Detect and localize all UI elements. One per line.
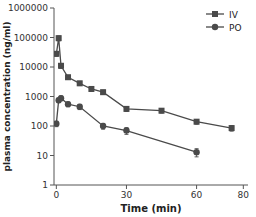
y-tick-label: 1 <box>42 180 48 190</box>
legend-item: IV <box>206 10 239 20</box>
y-tick <box>50 185 54 186</box>
legend-item: PO <box>206 23 242 33</box>
y-tick <box>50 126 54 127</box>
plot-area <box>54 35 235 157</box>
series <box>54 35 235 131</box>
marker <box>65 101 71 107</box>
y-tick <box>50 8 54 9</box>
error-bar <box>124 107 128 112</box>
marker <box>88 86 94 92</box>
y-axis-label: plasma concentration (ng/ml) <box>2 21 12 171</box>
marker <box>58 63 64 69</box>
error-bar <box>195 120 199 125</box>
marker <box>77 104 83 110</box>
marker <box>56 35 62 41</box>
legend-label: IV <box>229 10 239 20</box>
marker <box>123 127 129 133</box>
y-tick-label: 10 <box>37 151 49 161</box>
marker <box>159 108 165 114</box>
y-tick <box>50 67 54 68</box>
marker <box>193 149 199 155</box>
marker <box>194 119 200 125</box>
error-bar <box>59 64 63 69</box>
x-tick-label: 60 <box>191 190 203 200</box>
marker <box>54 51 59 57</box>
error-bar <box>230 126 234 132</box>
legend-label: PO <box>229 23 242 33</box>
line <box>56 98 196 152</box>
x-tick <box>243 185 244 189</box>
marker <box>100 123 106 129</box>
marker <box>58 95 64 101</box>
marker <box>65 74 71 80</box>
y-tick-label: 10000 <box>19 62 48 72</box>
legend-marker <box>212 11 218 17</box>
y-tick-label: 1000000 <box>8 3 48 13</box>
marker <box>229 125 235 131</box>
y-tick <box>50 96 54 97</box>
y-tick-label: 100000 <box>14 33 49 43</box>
x-axis-label: Time (min) <box>120 203 181 214</box>
x-tick-label: 80 <box>238 190 250 200</box>
x-tick <box>126 185 127 189</box>
marker <box>54 120 60 126</box>
x-axis-line <box>54 185 248 186</box>
series <box>54 95 200 157</box>
y-tick-label: 100 <box>31 121 48 131</box>
background <box>0 0 256 217</box>
x-tick <box>56 185 57 189</box>
marker <box>123 106 129 112</box>
error-bar <box>57 36 61 41</box>
marker <box>100 89 106 95</box>
y-tick <box>50 155 54 156</box>
x-tick-label: 0 <box>53 190 59 200</box>
legend-marker <box>212 24 218 30</box>
y-tick-label: 1000 <box>25 92 48 102</box>
x-tick <box>196 185 197 189</box>
error-bar <box>54 52 58 57</box>
y-tick <box>50 37 54 38</box>
chart-container: 0 30 60 80 1 10 100 1000 10000 100000 1000000 Time … <box>0 0 256 217</box>
line <box>56 38 231 128</box>
chart: 0 30 60 80 1 10 100 1000 10000 100000 1000000 Time … <box>0 0 256 217</box>
marker <box>77 80 83 86</box>
x-tick-label: 30 <box>121 190 133 200</box>
legend: IV PO <box>206 10 242 33</box>
